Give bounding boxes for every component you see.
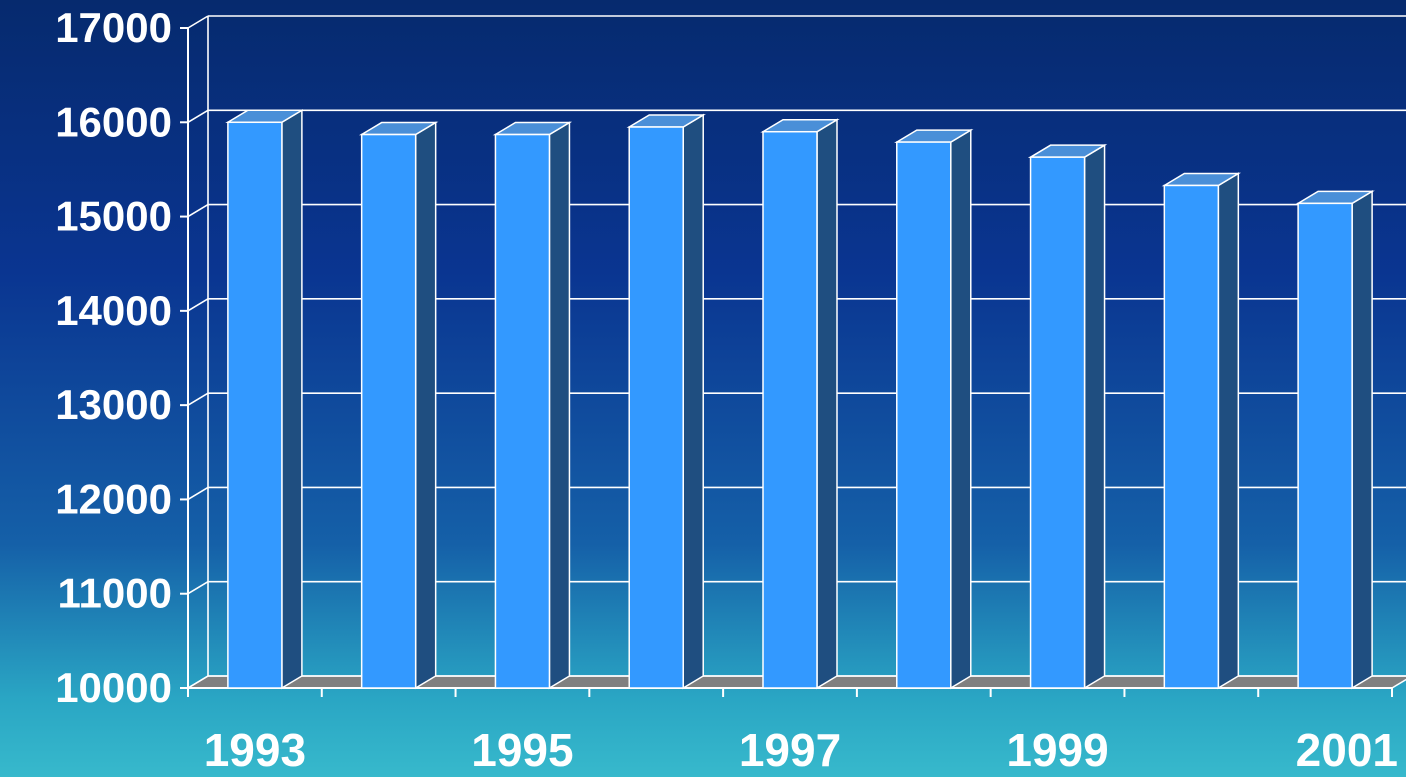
bar-side-face [1217, 172, 1240, 690]
gridline-side [187, 298, 209, 312]
bar-side-face [281, 108, 303, 690]
x-axis-tick-labels: 1993 1995 1997 1999 2001 [204, 724, 1398, 776]
bar-side-face [950, 128, 972, 690]
y-tick-label: 17000 [55, 4, 172, 51]
y-tick-label: 13000 [55, 381, 172, 428]
gridline-side [187, 486, 209, 501]
x-tick-label: 1995 [471, 724, 573, 776]
bar-front-face [896, 141, 952, 689]
gridline-side [187, 581, 209, 595]
x-tick-label: 2001 [1296, 724, 1398, 776]
gridline-side [187, 109, 209, 123]
bar-front-face [628, 126, 684, 689]
y-tick-label: 10000 [55, 664, 172, 711]
gridline-side [187, 675, 209, 689]
bar-2000 [1161, 172, 1242, 690]
bar-front-face [762, 130, 818, 689]
bar-1994 [358, 121, 439, 690]
bar-side-face [816, 118, 838, 690]
bar-front-face [227, 121, 283, 689]
bar-front-face [494, 133, 551, 689]
y-tick-label: 15000 [55, 193, 172, 240]
y-tick-label: 12000 [55, 475, 172, 522]
bar-front-face [1029, 156, 1086, 689]
bar-2001 [1295, 190, 1375, 690]
gridline-side [187, 203, 209, 218]
bar-1999 [1027, 143, 1108, 690]
chart-bars [225, 108, 1375, 690]
bar-1996 [626, 113, 706, 690]
bar-1998 [894, 128, 974, 690]
bar-side-face [682, 113, 704, 690]
bar-side-face [414, 121, 437, 690]
x-tick-label: 1993 [204, 724, 306, 776]
bar-1997 [760, 118, 840, 690]
x-tick-label: 1999 [1006, 724, 1108, 776]
bar-1995 [492, 121, 573, 690]
x-tick-label: 1997 [739, 724, 841, 776]
y-tick-label: 16000 [55, 98, 172, 145]
bar-side-face [1351, 190, 1373, 690]
bar-1993 [225, 108, 305, 690]
gridline-side [187, 392, 209, 406]
gridline-side [187, 15, 209, 29]
bar-side-face [548, 121, 571, 690]
y-axis-tick-labels: 10000 11000 12000 13000 14000 15000 16000 17000 [55, 4, 172, 711]
bar-front-face [1297, 202, 1353, 689]
bar-front-face [360, 133, 417, 689]
y-tick-label: 14000 [55, 287, 172, 334]
y-tick-label: 11000 [58, 570, 172, 617]
bar-side-face [1083, 143, 1106, 690]
bar-front-face [1163, 184, 1220, 689]
